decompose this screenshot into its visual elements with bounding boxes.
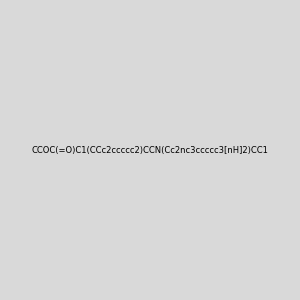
Text: CCOC(=O)C1(CCc2ccccc2)CCN(Cc2nc3ccccc3[nH]2)CC1: CCOC(=O)C1(CCc2ccccc2)CCN(Cc2nc3ccccc3[n… (32, 146, 268, 154)
